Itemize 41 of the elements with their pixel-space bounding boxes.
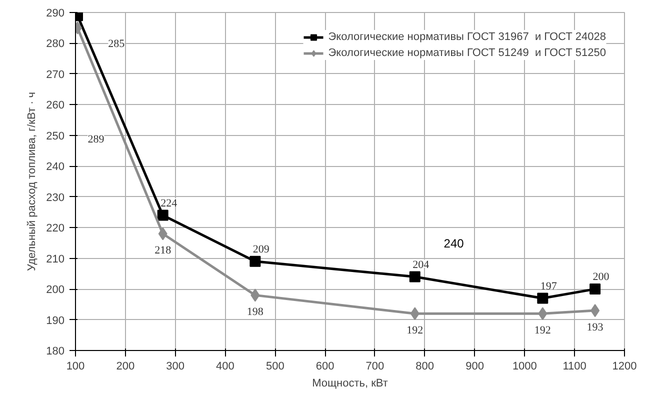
x-tick-label: 800	[416, 360, 434, 372]
y-tick-label: 230	[46, 192, 65, 204]
y-tick-label: 180	[46, 346, 65, 358]
y-tick-label: 270	[46, 68, 65, 81]
x-tick-label: 700	[366, 360, 384, 372]
y-tick-label: 220	[46, 222, 65, 235]
y-axis-title: Удельный расход топлива, г/кВт · ч	[26, 92, 38, 271]
data-label: 218	[154, 244, 172, 257]
x-tick-label: 600	[316, 360, 334, 372]
x-tick-label: 400	[216, 360, 234, 372]
x-tick-label: 1200	[612, 360, 637, 372]
x-axis-title: Мощность, кВт	[312, 378, 388, 390]
data-label: 209	[252, 243, 270, 256]
annotation: 285	[108, 38, 126, 50]
x-tick-label: 300	[166, 360, 184, 372]
y-tick-label: 190	[46, 314, 65, 327]
data-label: 192	[534, 324, 551, 337]
data-label: 193	[586, 322, 604, 334]
legend-label: Экологические нормативы ГОСТ 31967 и ГОСТ 24028	[328, 30, 606, 44]
x-tick-label: 500	[266, 360, 284, 372]
data-label: 198	[246, 306, 264, 318]
y-tick-label: 280	[46, 38, 65, 50]
x-tick-label: 200	[116, 360, 135, 372]
data-label: 197	[540, 280, 558, 292]
y-tick-label: 290	[46, 8, 65, 20]
x-tick-label: 1000	[512, 360, 537, 372]
y-tick-label: 240	[46, 161, 65, 174]
data-label: 204	[412, 258, 430, 271]
annotation: 289	[88, 133, 105, 146]
data-label: 224	[160, 197, 178, 210]
data-label: 200	[592, 271, 610, 284]
x-tick-label: 1100	[562, 360, 586, 372]
y-tick-label: 250	[46, 130, 65, 142]
annotation: 240	[444, 236, 464, 250]
data-label: 192	[406, 324, 424, 337]
y-tick-label: 210	[46, 253, 65, 266]
legend-label: Экологические нормативы ГОСТ 51249 и ГОСТ 51250	[328, 46, 606, 60]
x-tick-label: 100	[66, 360, 85, 372]
x-tick-label: 900	[466, 360, 484, 372]
y-tick-label: 200	[46, 284, 65, 296]
y-tick-label: 260	[46, 100, 65, 112]
